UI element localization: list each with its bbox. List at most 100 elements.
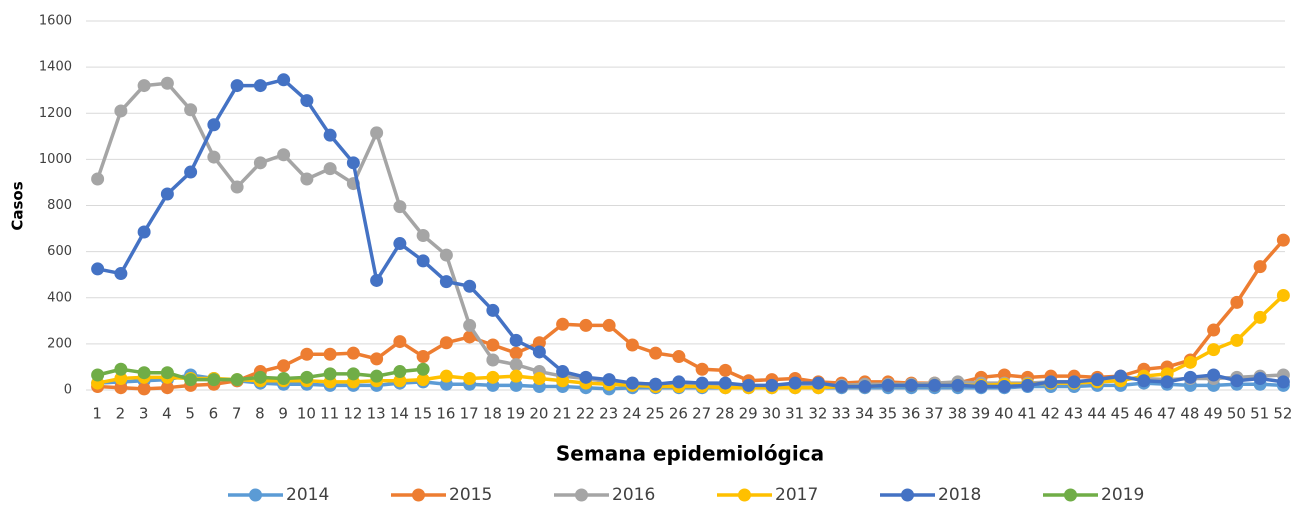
- data-point: [532, 336, 546, 350]
- data-point: [1207, 323, 1221, 337]
- data-point: [1183, 370, 1197, 384]
- data-point: [509, 358, 523, 372]
- data-point: [230, 180, 244, 194]
- data-point: [230, 373, 244, 387]
- series-line: [97, 294, 1285, 390]
- data-point: [253, 370, 267, 384]
- data-point: [91, 368, 105, 382]
- x-tick-label: 42: [1041, 405, 1060, 423]
- data-point: [1230, 333, 1244, 347]
- data-point: [393, 335, 407, 349]
- data-point: [1253, 260, 1267, 274]
- data-point: [556, 365, 570, 379]
- data-point: [1230, 374, 1244, 388]
- series-line: [97, 78, 1284, 389]
- data-point: [91, 172, 105, 186]
- x-tick-label: 27: [692, 405, 711, 423]
- x-tick-label: 10: [297, 405, 316, 423]
- data-point: [114, 362, 128, 376]
- x-tick-label: 51: [1250, 405, 1269, 423]
- legend-label: 2014: [286, 485, 329, 505]
- data-point: [695, 376, 709, 390]
- data-point: [1253, 371, 1267, 385]
- data-point: [184, 165, 198, 179]
- x-tick-label: 43: [1064, 405, 1083, 423]
- data-point: [556, 374, 570, 388]
- data-point: [532, 345, 546, 359]
- data-point: [788, 376, 802, 390]
- data-point: [1044, 375, 1058, 389]
- x-tick-label: 15: [413, 405, 432, 423]
- data-point: [625, 338, 639, 352]
- data-point: [1253, 310, 1267, 324]
- data-point: [160, 76, 174, 90]
- data-point: [1021, 378, 1035, 392]
- data-point: [835, 380, 849, 394]
- y-tick-label: 1200: [39, 106, 72, 121]
- data-point: [114, 267, 128, 281]
- data-point: [323, 347, 337, 361]
- data-point: [416, 254, 430, 268]
- legend-marker: [738, 488, 751, 502]
- x-tick-label: 8: [255, 405, 265, 423]
- x-tick-label: 3: [139, 405, 149, 423]
- data-point: [602, 373, 616, 387]
- data-point: [323, 162, 337, 176]
- x-tick-label: 37: [925, 405, 944, 423]
- data-point: [928, 378, 942, 392]
- data-point: [323, 367, 337, 381]
- x-tick-label: 30: [762, 405, 781, 423]
- data-point: [91, 262, 105, 276]
- data-point: [416, 228, 430, 242]
- x-tick-label: 13: [367, 405, 386, 423]
- data-point: [439, 275, 453, 289]
- data-point: [416, 373, 430, 387]
- data-point: [463, 318, 477, 332]
- x-tick-label: 17: [460, 405, 479, 423]
- data-point: [974, 380, 988, 394]
- data-point: [393, 365, 407, 379]
- data-point: [137, 79, 151, 93]
- data-point: [625, 376, 639, 390]
- y-tick-label: 400: [47, 290, 72, 305]
- x-tick-label: 47: [1157, 405, 1176, 423]
- data-point: [300, 370, 314, 384]
- x-tick-label: 26: [669, 405, 688, 423]
- y-tick-label: 1400: [39, 60, 72, 75]
- data-point: [1276, 233, 1290, 247]
- legend-label: 2019: [1101, 485, 1144, 505]
- x-tick-label: 18: [483, 405, 502, 423]
- data-point: [463, 330, 477, 344]
- data-point: [277, 371, 291, 385]
- data-point: [370, 273, 384, 287]
- data-point: [160, 366, 174, 380]
- data-point: [184, 373, 198, 387]
- data-point: [1114, 369, 1128, 383]
- data-point: [439, 369, 453, 383]
- data-point: [184, 103, 198, 117]
- data-point: [556, 317, 570, 331]
- data-point: [672, 375, 686, 389]
- data-point: [416, 362, 430, 376]
- data-point: [393, 237, 407, 251]
- x-tick-label: 34: [855, 405, 874, 423]
- legend-label: 2016: [612, 485, 655, 505]
- data-point: [416, 350, 430, 364]
- y-tick-label: 0: [64, 383, 72, 398]
- x-tick-label: 45: [1111, 405, 1130, 423]
- data-point: [649, 346, 663, 360]
- data-point: [160, 381, 174, 395]
- y-tick-label: 200: [47, 336, 72, 351]
- data-point: [253, 156, 267, 170]
- y-tick-label: 800: [47, 198, 72, 213]
- data-point: [579, 370, 593, 384]
- data-point: [1207, 368, 1221, 382]
- data-point: [137, 366, 151, 380]
- x-tick-label: 9: [278, 405, 288, 423]
- data-point: [114, 381, 128, 395]
- data-point: [300, 94, 314, 108]
- data-point: [370, 369, 384, 383]
- data-point: [114, 104, 128, 118]
- y-tick-label: 600: [47, 244, 72, 259]
